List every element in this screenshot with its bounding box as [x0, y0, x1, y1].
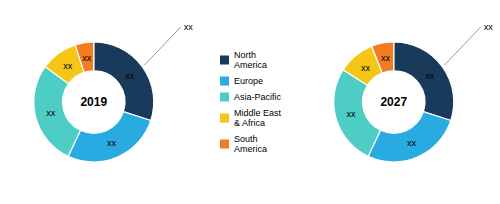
legend-entry: NorthAmerica	[220, 50, 267, 70]
data-label: xx	[46, 108, 56, 118]
legend-label-line: America	[234, 144, 267, 154]
legend-swatch	[220, 56, 229, 65]
donut-slice	[68, 112, 151, 162]
legend-entry: Asia-Pacific	[220, 92, 282, 102]
slices	[334, 42, 454, 162]
data-label: xx	[407, 138, 417, 148]
legend: NorthAmericaEuropeAsia-PacificMiddle Eas…	[220, 50, 282, 154]
data-label: xx	[381, 53, 391, 63]
legend-swatch	[220, 114, 229, 123]
legend-label-line: Europe	[234, 76, 263, 86]
legend-label: Europe	[234, 76, 263, 86]
donut-slice	[34, 67, 81, 157]
donut-slice	[75, 42, 94, 72]
center-title: 2019	[80, 95, 107, 109]
donut-slice	[368, 112, 451, 162]
donut: 2019xxxxxxxxxxxx	[34, 22, 194, 162]
data-labels: xxxxxxxxxx	[46, 53, 134, 148]
data-label: xx	[347, 109, 357, 119]
slices	[34, 42, 154, 162]
legend-swatch	[220, 140, 229, 149]
data-label: xx	[63, 61, 73, 71]
legend-entry: Europe	[220, 76, 263, 86]
legend-label: Middle East& Africa	[234, 108, 282, 128]
donut-slice	[372, 42, 394, 73]
donut: 2027xxxxxxxxxxxx	[334, 22, 494, 162]
legend-label: NorthAmerica	[234, 50, 267, 70]
annotation-line	[144, 27, 181, 65]
annotation: xx	[484, 22, 494, 32]
legend-swatch	[220, 93, 229, 102]
data-label: xx	[125, 71, 135, 81]
legend-entry: SouthAmerica	[220, 134, 267, 154]
data-labels: xxxxxxxxxx	[347, 53, 435, 147]
chart: 2019xxxxxxxxxxxxNorthAmericaEuropeAsia-P…	[0, 0, 500, 204]
legend-label-line: Asia-Pacific	[234, 92, 282, 102]
data-label: xx	[425, 71, 435, 81]
legend-label-line: Middle East	[234, 108, 282, 118]
legend-label: SouthAmerica	[234, 134, 267, 154]
data-label: xx	[361, 63, 371, 73]
data-label: xx	[107, 138, 117, 148]
annotation-line	[444, 27, 481, 65]
center-title: 2027	[380, 95, 407, 109]
annotation: xx	[184, 22, 194, 32]
legend-entry: Middle East& Africa	[220, 108, 282, 128]
legend-label: Asia-Pacific	[234, 92, 282, 102]
donut-slice	[334, 70, 381, 156]
legend-swatch	[220, 77, 229, 86]
legend-label-line: & Africa	[234, 118, 265, 128]
data-label: xx	[82, 53, 92, 63]
legend-label-line: North	[234, 50, 256, 60]
legend-label-line: America	[234, 60, 267, 70]
legend-label-line: South	[234, 134, 258, 144]
